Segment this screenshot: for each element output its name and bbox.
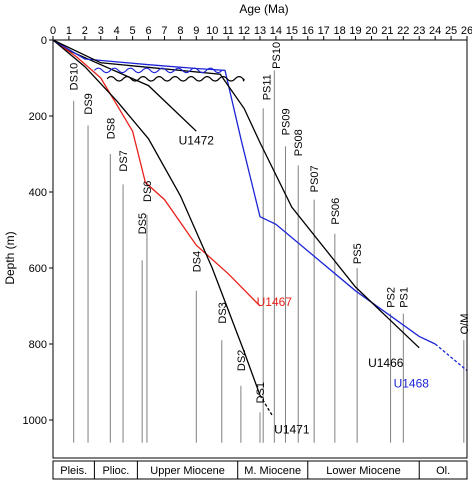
x-tick-label-6: 6 [145,25,151,37]
y-tick-label-0: 0 [41,35,47,47]
epoch-label-plioc: Plioc. [102,465,129,477]
x-tick-label-8: 8 [177,25,183,37]
epoch-label-ol: Ol. [436,465,450,477]
series-line-u1467 [52,39,261,307]
site-label-u1472: U1472 [179,134,215,148]
epoch-label-upper-miocene: Upper Miocene [150,465,225,477]
marker-label-ps08: PS08 [293,129,305,156]
epoch-label-m-miocene: M. Miocene [244,465,301,477]
marker-label-ps07: PS07 [309,165,321,192]
x-tick-label-4: 4 [114,25,120,37]
hiatus-wave-1 [106,76,245,82]
x-tick-label-15: 15 [286,25,298,37]
x-tick-label-20: 20 [365,25,377,37]
site-label-u1467: U1467 [257,295,293,309]
y-tick-label-200: 200 [29,111,47,123]
x-tick-label-2: 2 [82,25,88,37]
site-label-u1471: U1471 [274,422,310,436]
y-axis-ticks: 0 200 400 600 800 1000 [23,35,53,427]
marker-label-ps2: PS2 [386,287,398,308]
marker-label-o-m: O/M [459,314,471,335]
series-line-u1468 [52,39,436,345]
series-layer [52,39,468,417]
marker-label-ps1: PS1 [398,287,410,308]
site-labels: U1472 U1467 U1471 U1468 U1466 [179,134,430,437]
epoch-label-pleis: Pleis. [60,465,87,477]
x-tick-label-10: 10 [206,25,218,37]
series-line-u1471 [52,39,261,396]
marker-label-ps09: PS09 [281,108,293,135]
x-tick-label-26: 26 [461,25,472,37]
epoch-bar-frame [52,460,468,480]
x-tick-label-16: 16 [302,25,314,37]
epoch-label-lower-miocene: Lower Miocene [326,465,401,477]
y-tick-label-800: 800 [29,339,47,351]
x-tick-label-19: 19 [349,25,361,37]
marker-label-ds6: DS6 [142,181,154,202]
x-tick-label-13: 13 [254,25,266,37]
x-tick-label-21: 21 [381,25,393,37]
marker-label-ps10: PS10 [271,42,283,69]
marker-label-ds8: DS8 [105,118,117,139]
marker-label-ds1: DS1 [255,382,267,403]
x-tick-label-22: 22 [397,25,409,37]
x-tick-label-11: 11 [222,25,233,37]
site-label-u1466: U1466 [368,356,404,370]
x-tick-label-17: 17 [318,25,330,37]
marker-label-ps5: PS5 [352,243,364,264]
x-axis-title: Age (Ma) [239,2,288,16]
y-axis-title: Depth (m) [3,231,17,284]
marker-label-ds3: DS3 [217,302,229,323]
marker-label-ds7: DS7 [118,150,130,171]
marker-label-ds2: DS2 [236,350,248,371]
y-tick-label-1000: 1000 [23,415,47,427]
marker-label-ds4: DS4 [191,251,203,272]
x-tick-label-18: 18 [333,25,345,37]
x-tick-label-14: 14 [270,25,282,37]
x-tick-label-5: 5 [130,25,136,37]
epoch-bar: Pleis. Plioc. Upper Miocene M. Miocene Lower… [52,460,468,480]
x-tick-label-0: 0 [50,25,56,37]
marker-label-ds9: DS9 [83,93,95,114]
x-tick-label-24: 24 [429,25,441,37]
hiatus-wave-0 [93,67,223,74]
series-line-u1466 [52,39,420,349]
marker-label-ps11: PS11 [261,74,273,100]
series-dashed-u1471 [259,394,274,417]
y-tick-label-400: 400 [29,187,47,199]
site-label-u1468: U1468 [394,377,430,391]
marker-lines [73,70,465,443]
marker-label-ps06: PS06 [330,198,342,225]
x-tick-label-25: 25 [445,25,457,37]
marker-label-ds10: DS10 [69,63,81,91]
series-dashed-u1468 [434,343,468,372]
x-tick-label-1: 1 [66,25,72,37]
x-tick-label-23: 23 [413,25,425,37]
x-tick-label-7: 7 [161,25,167,37]
x-tick-label-9: 9 [193,25,199,37]
x-tick-label-3: 3 [98,25,104,37]
y-tick-label-600: 600 [29,263,47,275]
x-axis-ticks: 0 1 2 3 4 5 6 7 8 9 10 11 12 13 14 15 16 17 18 19 20 21 22 23 24… [50,25,472,40]
marker-label-ds5: DS5 [137,213,149,234]
x-tick-label-12: 12 [238,25,250,37]
